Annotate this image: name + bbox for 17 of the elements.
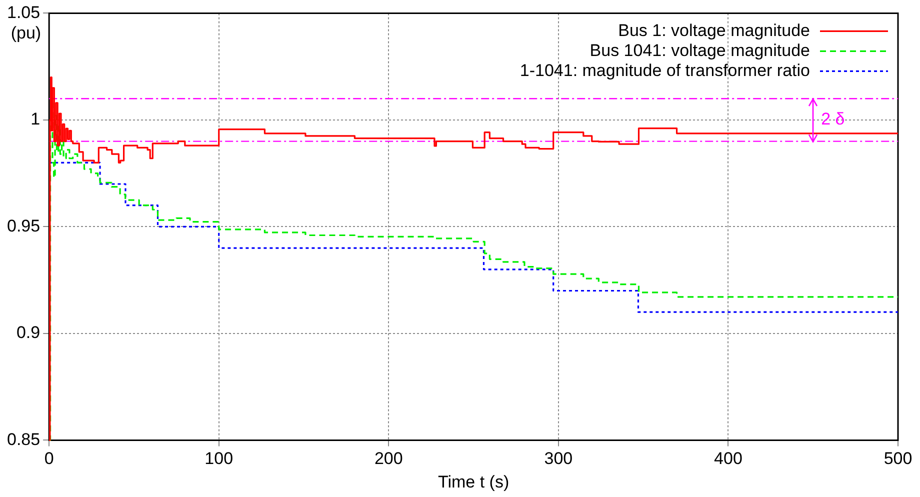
y-axis-title: (pu) xyxy=(10,23,42,42)
legend-label: 1-1041: magnitude of transformer ratio xyxy=(520,60,810,80)
x-tick-label: 500 xyxy=(884,449,912,468)
x-tick-label: 300 xyxy=(544,449,573,468)
x-tick-label: 400 xyxy=(714,449,742,468)
x-axis-title: Time t (s) xyxy=(438,472,510,492)
y-tick-label: 0.95 xyxy=(6,216,40,236)
y-tick-label: 0.9 xyxy=(16,323,40,342)
legend-label: Bus 1041: voltage magnitude xyxy=(590,40,810,60)
annotation: 2 δ xyxy=(821,110,845,129)
x-tick-label: 100 xyxy=(204,449,234,468)
x-tick-label: 0 xyxy=(44,449,54,468)
legend-label: Bus 1: voltage magnitude xyxy=(618,20,810,40)
y-tick-label: 0.85 xyxy=(6,430,40,449)
x-tick-label: 200 xyxy=(374,449,403,468)
y-tick-label: 1.05 xyxy=(6,2,40,22)
y-tick-label: 1 xyxy=(30,110,40,129)
